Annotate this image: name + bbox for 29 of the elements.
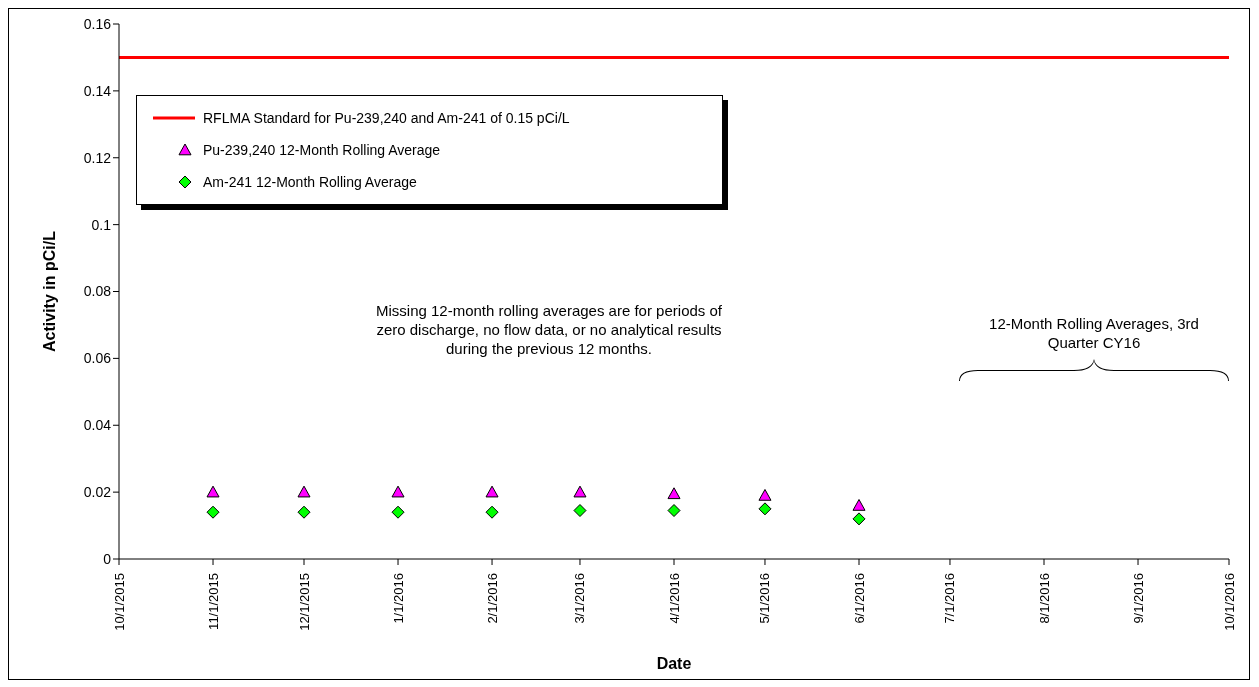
x-tick-label: 9/1/2016 (1130, 573, 1146, 624)
y-tick-label: 0 (103, 550, 112, 567)
legend-label: Pu-239,240 12-Month Rolling Average (203, 142, 441, 158)
legend-label: Am-241 12-Month Rolling Average (203, 174, 417, 190)
y-tick-label: 0.08 (83, 283, 112, 300)
y-tick-label: 0.04 (83, 417, 112, 434)
y-tick-label: 0.1 (91, 216, 112, 233)
x-tick-label: 12/1/2015 (296, 573, 312, 631)
y-tick-label: 0.16 (83, 15, 112, 32)
x-tick-label: 8/1/2016 (1036, 573, 1052, 624)
y-tick-label: 0.12 (83, 149, 112, 166)
y-tick-label: 0.06 (83, 350, 112, 367)
y-tick-label: 0.14 (83, 82, 112, 99)
annotation: 12-Month Rolling Averages, 3rd Quarter CY16 (989, 315, 1199, 351)
annotation: Missing 12-month rolling averages are for periods of zero discharge, no flow data, or no analytical results during the previous 12 months. (375, 302, 722, 357)
x-tick-label: 5/1/2016 (757, 573, 773, 624)
x-tick-label: 1/1/2016 (390, 573, 406, 624)
legend-label: RFLMA Standard for Pu-239,240 and Am-241 of 0.15 pCi/L (203, 110, 570, 126)
y-axis-title: Activity in pCi/L (40, 230, 58, 352)
x-tick-label: 3/1/2016 (572, 573, 588, 624)
x-tick-label: 7/1/2016 (942, 573, 958, 624)
x-tick-label: 4/1/2016 (666, 573, 682, 624)
x-tick-label: 10/1/2016 (1221, 573, 1237, 631)
x-axis-title: Date (656, 655, 692, 672)
x-tick-label: 2/1/2016 (484, 573, 500, 624)
x-tick-label: 6/1/2016 (851, 573, 867, 624)
x-tick-label: 10/1/2015 (111, 573, 127, 631)
y-tick-label: 0.02 (83, 484, 112, 501)
x-tick-label: 11/1/2015 (205, 573, 221, 630)
